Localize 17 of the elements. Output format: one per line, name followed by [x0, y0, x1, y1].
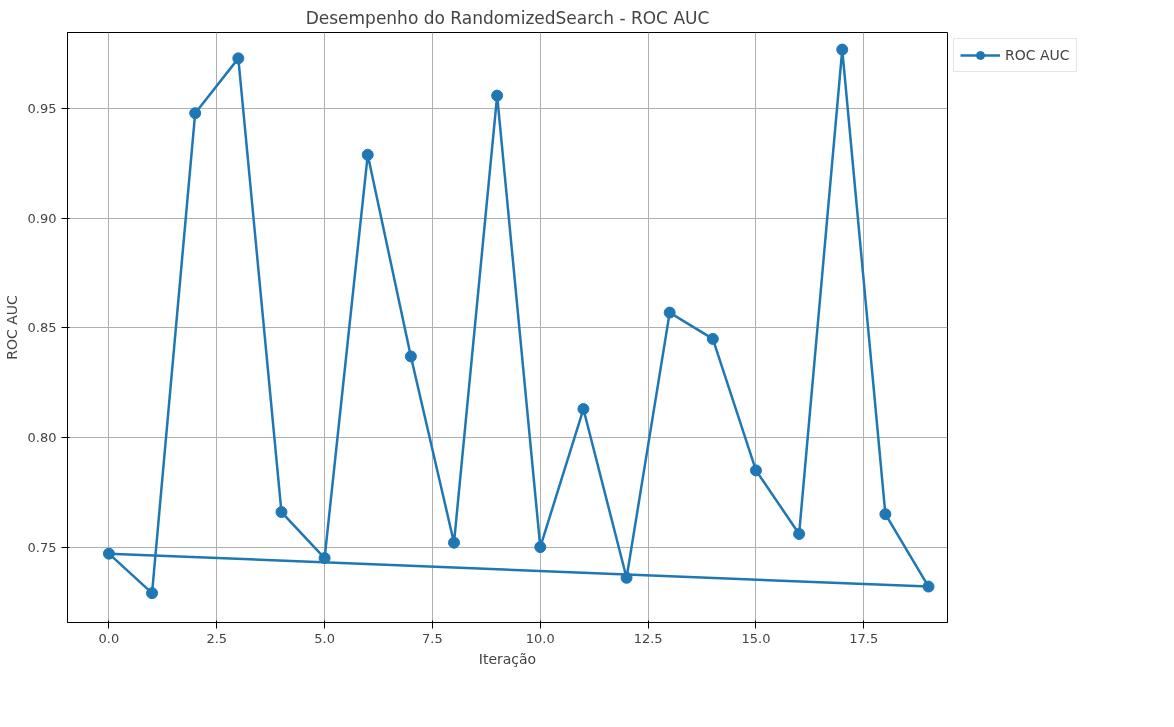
- legend-label: ROC AUC: [1005, 47, 1070, 63]
- x-tick-label: 0.0: [98, 630, 120, 646]
- y-tick-label: 0.85: [27, 320, 57, 336]
- chart-title: Desempenho do RandomizedSearch - ROC AUC: [305, 7, 710, 28]
- x-tick-label: 12.5: [633, 630, 663, 646]
- y-tick-label: 0.80: [27, 430, 57, 446]
- x-tick-label: 2.5: [206, 630, 228, 646]
- y-tick-label: 0.90: [27, 210, 57, 226]
- y-tick-label: 0.75: [27, 539, 57, 555]
- x-tick-label: 10.0: [525, 630, 555, 646]
- x-tick-label: 15.0: [741, 630, 771, 646]
- y-tick-label: 0.95: [27, 101, 57, 117]
- x-axis-title: Iteração: [478, 650, 537, 667]
- x-tick-label: 5.0: [314, 630, 335, 646]
- x-tick-label: 7.5: [422, 630, 443, 646]
- x-tick-label: 17.5: [849, 630, 879, 646]
- y-axis-title: ROC AUC: [3, 294, 20, 360]
